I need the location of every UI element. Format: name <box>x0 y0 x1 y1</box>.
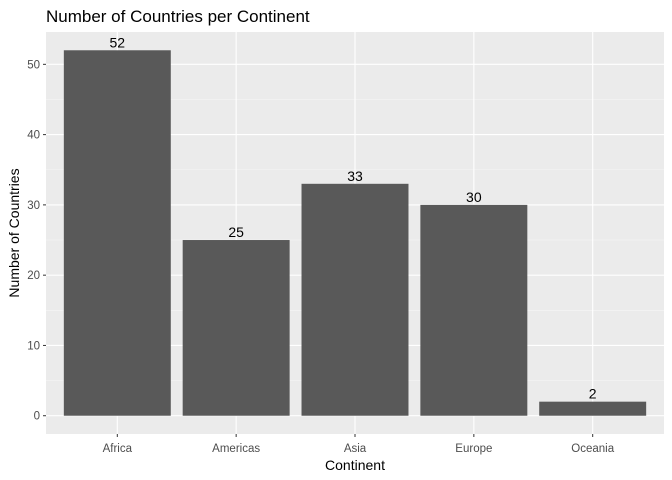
y-tick-label: 0 <box>34 411 40 423</box>
x-tick-label-oceania: Oceania <box>571 443 614 455</box>
x-tick-label-americas: Americas <box>212 443 260 455</box>
x-tick-label-africa: Africa <box>103 443 133 455</box>
x-axis-title: Continent <box>325 457 385 473</box>
bar-americas <box>182 240 290 416</box>
bar-asia <box>301 183 409 416</box>
y-tick-label: 50 <box>27 59 40 71</box>
bars <box>63 50 647 416</box>
y-axis: 0 10 20 30 40 50 <box>27 59 46 423</box>
bar-africa <box>63 50 171 416</box>
data-label-oceania: 2 <box>589 386 597 402</box>
bar-europe <box>420 204 528 416</box>
data-label-asia: 33 <box>347 168 363 184</box>
x-axis: Africa Americas Asia Europe Oceania <box>103 434 615 455</box>
data-labels: 52 25 33 30 2 <box>110 34 597 401</box>
x-tick-label-asia: Asia <box>344 443 367 455</box>
y-tick-label: 20 <box>27 270 40 282</box>
chart-title: Number of Countries per Continent <box>46 7 310 26</box>
y-tick-label: 30 <box>27 200 40 212</box>
data-label-europe: 30 <box>466 189 482 205</box>
x-tick-label-europe: Europe <box>455 443 492 455</box>
data-label-africa: 52 <box>110 34 126 50</box>
data-label-americas: 25 <box>228 224 244 240</box>
y-tick-label: 10 <box>27 340 40 352</box>
y-tick-label: 40 <box>27 130 40 142</box>
y-axis-title: Number of Countries <box>6 168 22 297</box>
bar-oceania <box>539 401 647 416</box>
